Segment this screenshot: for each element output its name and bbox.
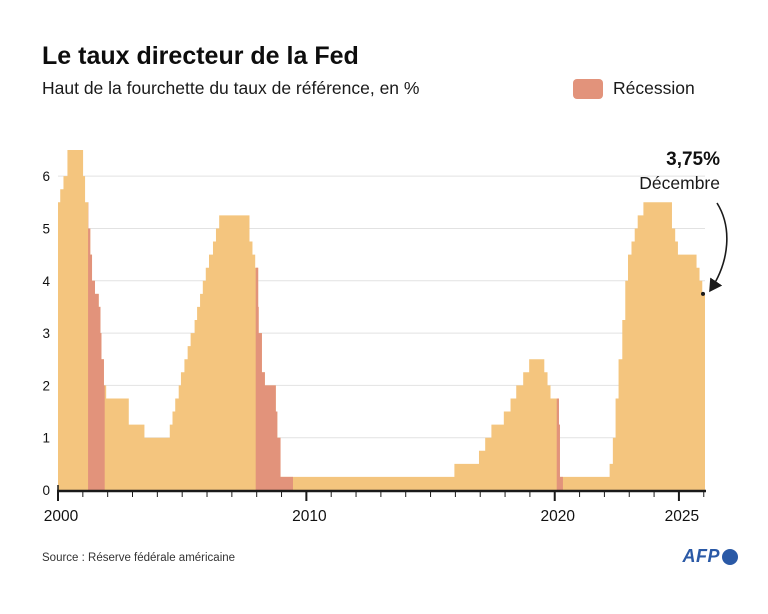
afp-logo: AFP [682,546,738,567]
y-tick-label-5: 5 [42,221,50,236]
y-tick-label-6: 6 [42,169,50,184]
y-tick-label-1: 1 [42,431,50,446]
x-tick-label-2010: 2010 [292,508,327,525]
annotation-arrow [709,202,728,293]
page-subtitle: Haut de la fourchette du taux de référen… [42,78,420,98]
afp-logo-dot-icon [722,548,738,565]
y-tick-label-2: 2 [42,378,50,393]
y-tick-label-3: 3 [42,326,50,341]
source-note: Source : Réserve fédérale américaine [42,552,236,564]
y-tick-label-4: 4 [42,274,50,289]
x-tick-label-2020: 2020 [540,508,575,525]
legend: Récession [573,78,695,99]
endpoint-value-label: 3,75% [666,149,720,170]
rate-area-series [58,150,705,490]
endpoint-dot [701,291,706,296]
x-tick-label-2000: 2000 [44,508,79,525]
recession-band-0 [88,150,105,490]
page-title: Le taux directeur de la Fed [42,42,359,70]
recession-legend-label: Récession [613,78,695,98]
afp-logo-text: AFP [682,546,720,566]
x-tick-label-2025: 2025 [665,508,699,525]
endpoint-month-label: Décembre [639,173,720,193]
recession-legend-swatch [573,78,603,99]
y-tick-label-0: 0 [42,483,50,498]
